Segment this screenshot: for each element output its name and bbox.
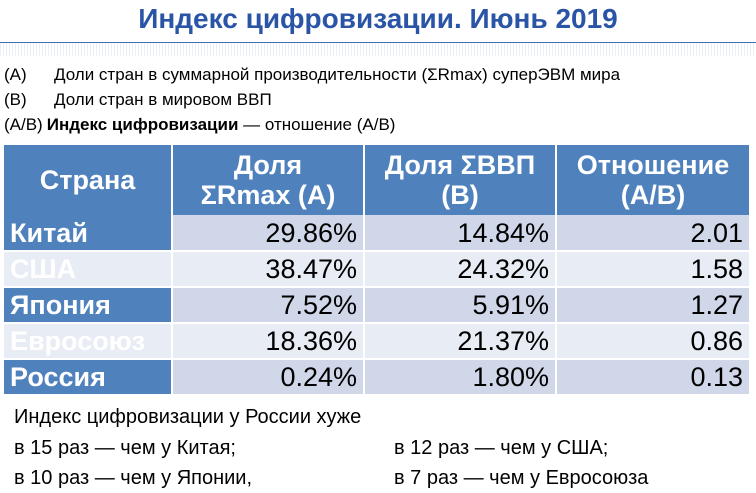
legend-text: Доли стран в суммарной производительност… bbox=[54, 65, 621, 84]
share-gdp-cell: 14.84% bbox=[364, 215, 557, 252]
share-rmax-cell: 0.24% bbox=[172, 359, 365, 396]
ratio-cell: 0.86 bbox=[556, 323, 749, 360]
title-divider bbox=[0, 42, 756, 56]
ratio-cell: 2.01 bbox=[556, 215, 749, 252]
share-gdp-cell: 21.37% bbox=[364, 323, 557, 360]
header-share-gdp: Доля ΣВВП (B) bbox=[364, 145, 557, 215]
table-header-row: Страна Доля ΣRmax (A) Доля ΣВВП (B) Отноше… bbox=[4, 145, 749, 215]
summary-item: в 12 раз — чем у США; bbox=[394, 437, 609, 459]
country-cell: Китай bbox=[4, 215, 173, 252]
summary-item: в 15 раз — чем у Китая; bbox=[14, 437, 236, 459]
ratio-cell: 1.27 bbox=[556, 287, 749, 324]
summary-intro: Индекс цифровизации у России хуже bbox=[14, 406, 362, 428]
summary-item: в 7 раз — чем у Евросоюза bbox=[394, 467, 649, 489]
summary-item: в 10 раз — чем у Японии, bbox=[14, 467, 253, 489]
table-row: Россия 0.24% 1.80% 0.13 bbox=[4, 359, 749, 396]
digitalization-table: Страна Доля ΣRmax (A) Доля ΣВВП (B) Отноше… bbox=[4, 145, 749, 396]
ratio-cell: 1.58 bbox=[556, 251, 749, 288]
legend-text: — отношение (A/B) bbox=[238, 115, 396, 134]
legend-code: (B) bbox=[4, 90, 27, 109]
share-gdp-cell: 24.32% bbox=[364, 251, 557, 288]
legend-code: (A/B) bbox=[4, 115, 43, 134]
share-rmax-cell: 18.36% bbox=[172, 323, 365, 360]
legend-text: Доли стран в мировом ВВП bbox=[54, 90, 272, 109]
header-ratio: Отношение (A/B) bbox=[556, 145, 749, 215]
country-cell: Япония bbox=[4, 287, 173, 324]
header-share-rmax: Доля ΣRmax (A) bbox=[172, 145, 365, 215]
legend-item-b: (B) Доли стран в мировом ВВП bbox=[4, 89, 272, 111]
share-rmax-cell: 29.86% bbox=[172, 215, 365, 252]
table-row: Китай 29.86% 14.84% 2.01 bbox=[4, 215, 749, 252]
country-cell: Евросоюз bbox=[4, 323, 173, 360]
country-cell: США bbox=[4, 251, 173, 288]
share-rmax-cell: 38.47% bbox=[172, 251, 365, 288]
legend-code: (A) bbox=[4, 65, 27, 84]
table-row: США 38.47% 24.32% 1.58 bbox=[4, 251, 749, 288]
ratio-cell: 0.13 bbox=[556, 359, 749, 396]
legend-item-a: (A) Доли стран в суммарной производительн… bbox=[4, 64, 620, 86]
country-cell: Россия bbox=[4, 359, 173, 396]
share-gdp-cell: 1.80% bbox=[364, 359, 557, 396]
share-gdp-cell: 5.91% bbox=[364, 287, 557, 324]
legend-item-ab: (A/B) Индекс цифровизации — отношение (A/… bbox=[4, 114, 395, 136]
legend-bold-term: Индекс цифровизации bbox=[46, 115, 239, 134]
table-row: Япония 7.52% 5.91% 1.27 bbox=[4, 287, 749, 324]
page-title: Индекс цифровизации. Июнь 2019 bbox=[138, 3, 618, 34]
table-row: Евросоюз 18.36% 21.37% 0.86 bbox=[4, 323, 749, 360]
share-rmax-cell: 7.52% bbox=[172, 287, 365, 324]
header-country: Страна bbox=[4, 145, 173, 215]
